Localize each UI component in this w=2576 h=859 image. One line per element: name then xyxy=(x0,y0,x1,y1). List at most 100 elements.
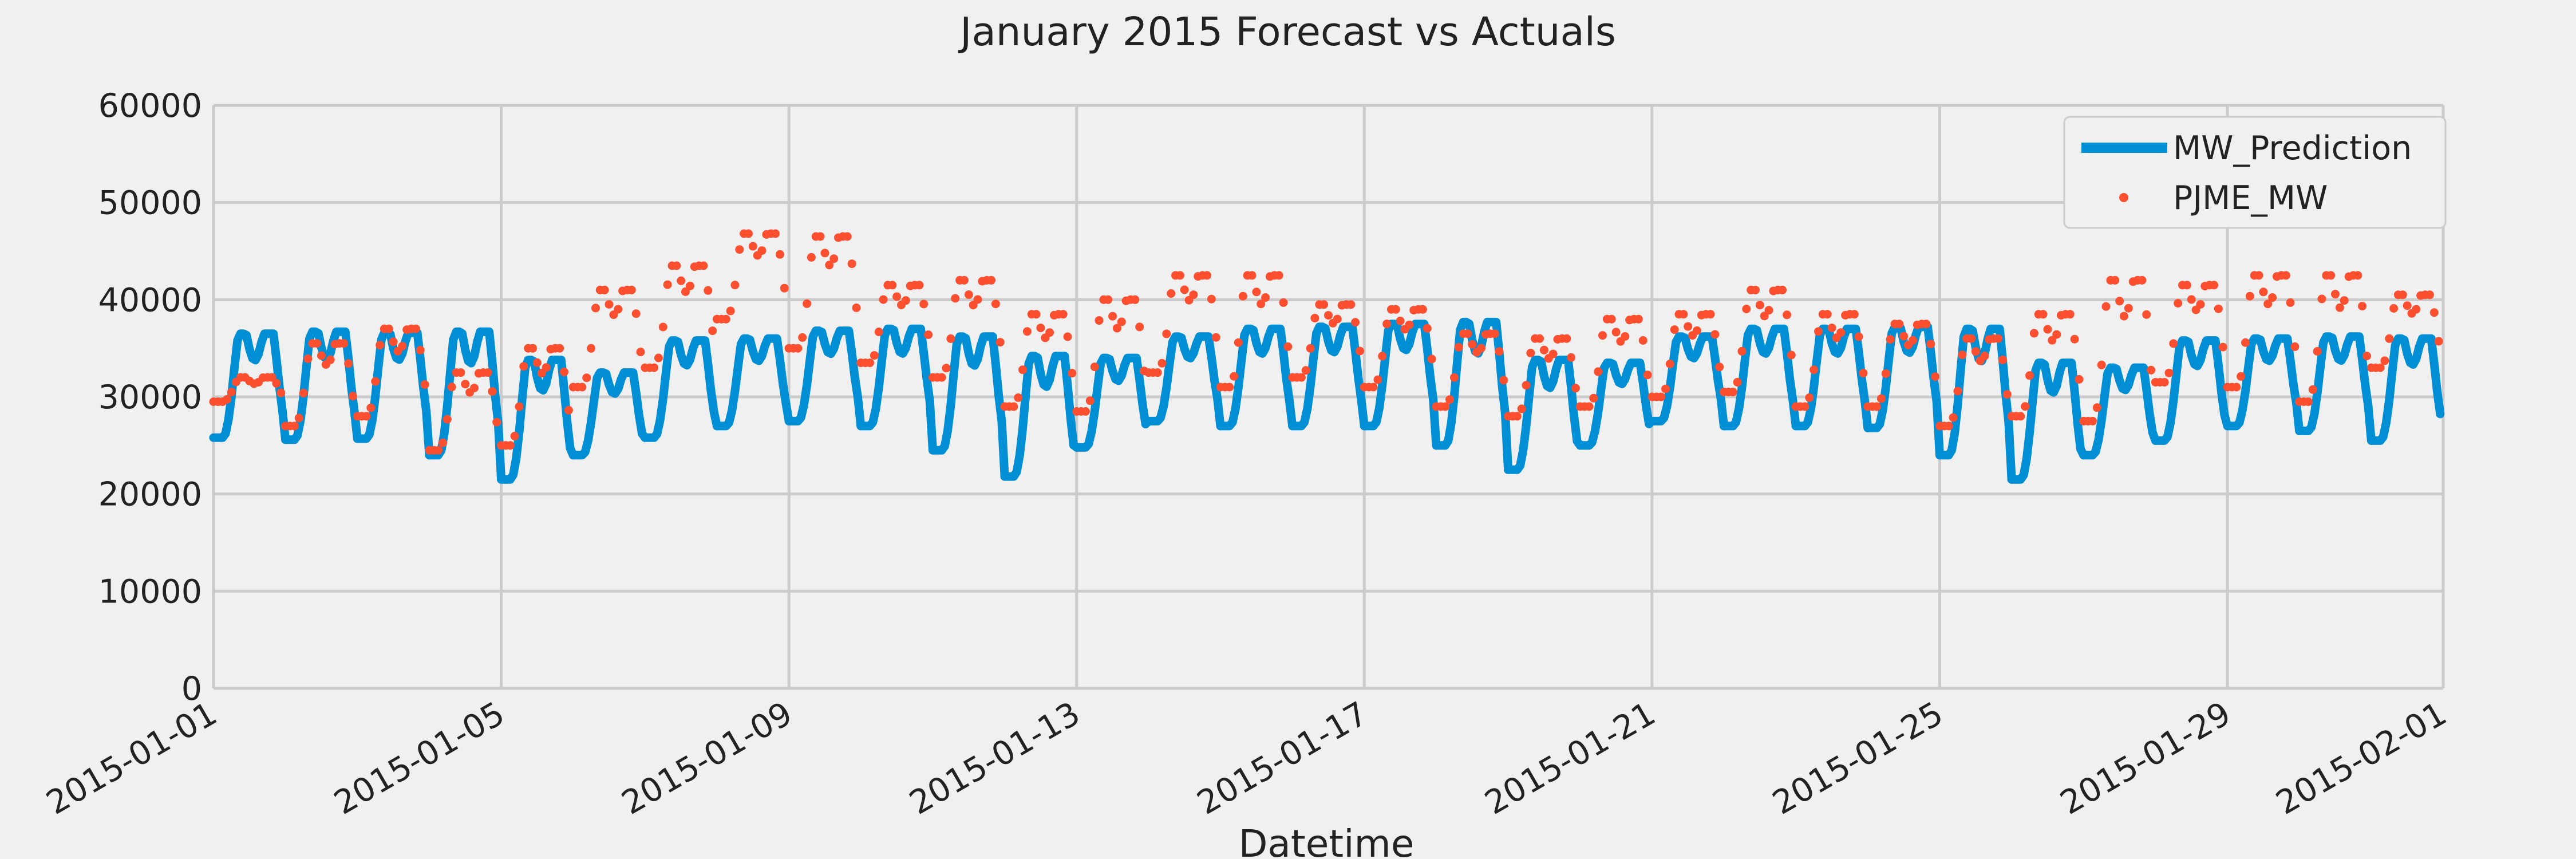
x-axis-label: Datetime xyxy=(1239,822,1415,859)
actual-point xyxy=(1958,350,1967,360)
actual-point xyxy=(1081,407,1090,416)
actual-point xyxy=(2412,305,2421,314)
actual-point xyxy=(555,344,564,353)
actual-point xyxy=(1953,387,1962,396)
actual-point xyxy=(1306,344,1315,353)
prediction-day-line xyxy=(209,329,287,442)
y-tick-label: 20000 xyxy=(98,476,202,514)
actual-point xyxy=(1324,311,1333,320)
actual-point xyxy=(919,300,929,309)
actual-point xyxy=(1971,347,1980,356)
actual-point xyxy=(870,351,879,360)
actual-point xyxy=(362,412,371,421)
prediction-day-line xyxy=(641,336,718,442)
actual-point xyxy=(807,253,816,262)
actual-point xyxy=(2124,304,2133,313)
actual-point xyxy=(389,337,398,346)
actual-point xyxy=(1517,404,1526,413)
prediction-day-line xyxy=(2366,334,2445,445)
actual-point xyxy=(1297,373,1306,382)
actual-point xyxy=(1679,310,1688,319)
actual-point xyxy=(2317,294,2326,304)
actual-point xyxy=(505,441,515,450)
actual-point xyxy=(492,417,501,427)
actual-point xyxy=(1238,291,1247,301)
actual-point xyxy=(942,364,951,373)
actual-point xyxy=(1634,314,1643,324)
actual-point xyxy=(303,354,313,363)
actual-point xyxy=(1346,300,1356,309)
actual-point xyxy=(1607,314,1616,324)
actual-point xyxy=(803,299,812,308)
prediction-day-line xyxy=(2295,332,2373,435)
actual-point xyxy=(924,330,933,339)
prediction-connector xyxy=(1500,409,1513,474)
actual-point xyxy=(1418,305,1427,314)
actual-point xyxy=(1490,329,1499,338)
actual-point xyxy=(2362,352,2371,361)
actual-point xyxy=(829,254,839,263)
actual-point xyxy=(1522,381,1531,390)
actual-point xyxy=(2308,385,2317,394)
actual-point xyxy=(663,280,672,289)
actual-point xyxy=(2380,356,2389,365)
actual-point xyxy=(2025,371,2034,380)
actual-point xyxy=(1657,392,1666,401)
x-tick-label: 2015-01-05 xyxy=(328,695,511,822)
actual-point xyxy=(1621,332,1630,341)
actual-point xyxy=(1112,324,1121,333)
actual-point xyxy=(542,363,551,372)
prediction-day-line xyxy=(425,327,503,460)
actual-point xyxy=(1162,329,1171,338)
actual-point xyxy=(1477,344,1485,353)
actual-point xyxy=(1063,332,1072,341)
actual-point xyxy=(793,344,803,353)
actual-point xyxy=(1760,312,1769,321)
actual-point xyxy=(627,285,636,294)
prediction-day-line xyxy=(568,368,647,460)
actual-point xyxy=(1836,328,1846,337)
actual-point xyxy=(272,379,281,388)
actual-point xyxy=(704,286,713,295)
prediction-day-line xyxy=(1647,332,1725,425)
actual-point xyxy=(1742,305,1751,313)
actual-point xyxy=(1512,412,1522,421)
actual-point xyxy=(1931,372,1940,381)
actual-point xyxy=(1131,295,1140,304)
actual-point xyxy=(2101,302,2111,311)
actual-point xyxy=(654,353,663,362)
actual-point xyxy=(1257,300,1266,309)
actual-point xyxy=(366,403,376,412)
actual-point xyxy=(1279,298,1288,307)
actual-point xyxy=(447,383,456,392)
actual-point xyxy=(313,339,322,348)
actual-point xyxy=(1032,310,1041,319)
prediction-connector xyxy=(1213,395,1225,431)
actual-point xyxy=(1382,320,1392,329)
actual-point xyxy=(1895,320,1904,329)
actual-point xyxy=(2237,372,2246,381)
actual-point xyxy=(456,368,465,377)
actual-point xyxy=(348,392,357,401)
actual-point xyxy=(1454,342,1463,352)
actual-point xyxy=(371,377,380,386)
x-tick-label: 2015-01-29 xyxy=(2054,695,2237,822)
actual-point xyxy=(1539,345,1548,354)
actual-point xyxy=(1274,271,1283,280)
actual-point xyxy=(326,355,335,364)
actual-point xyxy=(1872,402,1881,411)
y-tick-labels: 0 10000 20000 30000 40000 50000 60000 xyxy=(98,87,202,708)
y-tick-label: 10000 xyxy=(98,573,202,610)
actual-point xyxy=(614,305,623,314)
actual-point xyxy=(816,232,825,241)
actual-point xyxy=(1944,421,1953,431)
prediction-day-line xyxy=(2151,336,2229,445)
actual-point xyxy=(1058,310,1068,319)
actual-point xyxy=(1926,340,1935,349)
prediction-day-line xyxy=(713,334,791,431)
actual-point xyxy=(2241,338,2250,347)
actual-series xyxy=(209,229,2443,455)
actual-point xyxy=(915,281,924,290)
prediction-day-line xyxy=(1144,332,1222,425)
actual-point xyxy=(1369,383,1378,392)
